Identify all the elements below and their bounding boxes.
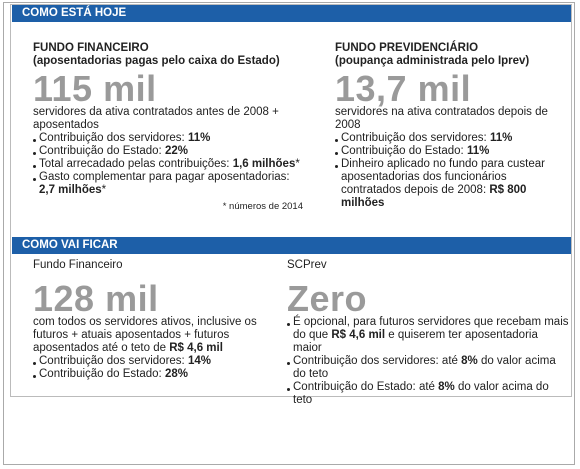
bullet: Gasto complementar para pagar aposentado… [33,171,303,197]
text: Total arrecadado pelas contribuições: [39,158,233,170]
bullet: Contribuição dos servidores: até 8% do v… [287,355,569,381]
text: Contribuição do Estado: [341,145,467,157]
heading: FUNDO PREVIDENCIÁRIO [335,42,479,54]
heading: FUNDO FINANCEIRO [33,42,149,54]
footnote: * números de 2014 [222,201,303,212]
bullet: Contribuição do Estado: 11% [335,145,567,158]
frame [3,2,575,465]
text: servidores da ativa contratados antes de… [33,106,279,131]
description: servidores da ativa contratados antes de… [33,106,303,132]
text: e quiserem ter aposentadoria maior [293,329,538,354]
subheading: (poupança administrada pelo Iprev) [335,55,530,67]
bold-text: 14% [187,355,211,367]
heading: Fundo Financeiro [33,259,123,271]
text: Contribuição do Estado: [39,145,165,157]
bullet: Contribuição do Estado: 22% [33,145,303,158]
big-number: 128 mil [33,278,159,319]
text: Gasto complementar para pagar aposentado… [39,171,290,183]
bold-text: 8% [438,381,455,393]
bullet: Contribuição do Estado: até 8% do valor … [287,381,569,407]
bold-text: 11% [466,145,490,157]
bold-text: R$ 800 milhões [341,184,527,209]
text: com todos os servidores ativos, inclusiv… [33,316,257,354]
big-number: Zero [287,278,368,319]
bullet: Contribuição dos servidores: 11% [33,132,303,145]
bullet: É opcional, para futuros servidores que … [287,316,569,355]
bullet: Total arrecadado pelas contribuições: 1,… [33,158,303,171]
column: FUNDO FINANCEIRO (aposentadorias pagas pe… [33,42,303,213]
text: Contribuição dos servidores: [341,132,490,144]
bullet: Contribuição dos servidores: 11% [335,132,567,145]
bullet: Contribuição dos servidores: 14% [33,355,288,368]
description: servidores na ativa contratados depois d… [335,106,567,132]
bullet: Contribuição do Estado: 28% [33,368,288,381]
section-title: COMO ESTÁ HOJE [12,5,571,22]
panel [10,4,572,397]
heading: SCPrev [287,259,327,271]
text: Contribuição dos servidores: [39,132,188,144]
bullet: Dinheiro aplicado no fundo para custear … [335,158,567,210]
bold-text: 2,7 milhões [39,184,102,196]
subheading: (aposentadorias pagas pelo caixa do Esta… [33,55,280,67]
text: Dinheiro aplicado no fundo para custear … [341,158,545,196]
text: É opcional, para futuros servidores que … [293,316,569,341]
text: do valor acima do teto [293,381,549,406]
description: com todos os servidores ativos, inclusiv… [33,316,288,355]
bold-text: 1,6 milhões [232,158,296,170]
text: Contribuição dos servidores: até [293,355,462,367]
bold-text: 11% [489,132,513,144]
bold-text: 28% [164,368,188,380]
text: Contribuição do Estado: até [293,381,439,393]
big-number: 115 mil [33,68,157,109]
text: servidores na ativa contratados depois d… [335,106,548,131]
section-title: COMO VAI FICAR [12,237,571,254]
bold-text: 8% [461,355,478,367]
bold-text: 22% [164,145,188,157]
bold-text: 11% [187,132,211,144]
text: Contribuição dos servidores: [39,355,188,367]
text: Contribuição do Estado: [39,368,165,380]
column: SCPrev Zero É opcional, para futuros servi… [287,259,569,407]
column: Fundo Financeiro 128 mil com todos os serv… [33,259,288,381]
bold-text: R$ 4,6 mil [331,329,386,341]
text: * [295,158,300,170]
text: * [101,184,107,196]
text: do valor acima do teto [293,355,556,380]
bold-text: R$ 4,6 mil [169,342,223,354]
big-number: 13,7 mil [335,68,472,109]
column: FUNDO PREVIDENCIÁRIO (poupança administra… [335,42,567,210]
